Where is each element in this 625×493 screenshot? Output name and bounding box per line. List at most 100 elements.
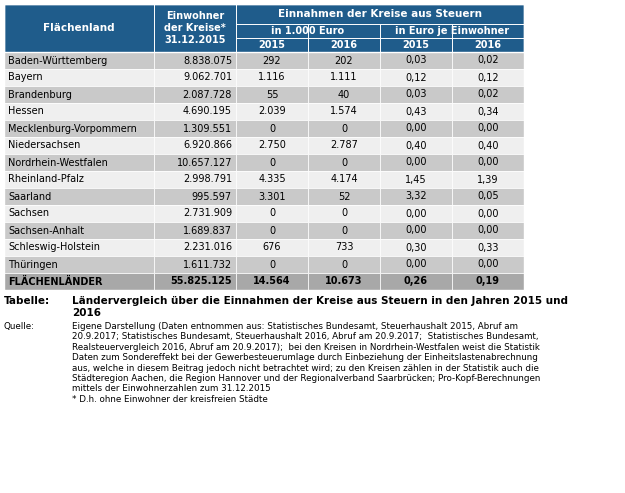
Bar [4,222,154,239]
Bar [4,4,154,52]
Bar [452,171,524,188]
Text: 0,00: 0,00 [478,225,499,236]
Text: 0,30: 0,30 [405,243,427,252]
Text: 1.309.551: 1.309.551 [183,124,232,134]
Text: 55.825.125: 55.825.125 [171,277,232,286]
Bar [452,256,524,273]
Text: Ländervergleich über die Einnahmen der Kreise aus Steuern in den Jahren 2015 und: Ländervergleich über die Einnahmen der K… [72,296,568,317]
Bar [452,154,524,171]
Text: 0: 0 [341,225,347,236]
Text: 40: 40 [338,90,350,100]
Text: 0: 0 [341,157,347,168]
Bar [154,188,236,205]
Bar [308,273,380,290]
Text: Flächenland: Flächenland [43,23,115,33]
Text: 8.838.075: 8.838.075 [183,56,232,66]
Bar [4,256,154,273]
Bar [154,273,236,290]
Bar [4,273,154,290]
Text: 0,00: 0,00 [405,225,427,236]
Bar [4,137,154,154]
Bar [154,4,236,52]
Text: 0,43: 0,43 [405,106,427,116]
Text: 0: 0 [341,124,347,134]
Bar [308,103,380,120]
Bar [154,205,236,222]
Text: 2.750: 2.750 [258,141,286,150]
Bar [154,52,236,69]
Bar [308,239,380,256]
Bar [4,188,154,205]
Text: 0,34: 0,34 [478,106,499,116]
Text: 0,03: 0,03 [405,90,427,100]
Text: Quelle:: Quelle: [4,322,35,331]
Text: FLÄCHENLÄNDER: FLÄCHENLÄNDER [8,277,102,286]
Text: 1.689.837: 1.689.837 [183,225,232,236]
Text: Bayern: Bayern [8,72,43,82]
Text: Rheinland-Pfalz: Rheinland-Pfalz [8,175,84,184]
Text: 1.116: 1.116 [258,72,286,82]
Bar [308,222,380,239]
Bar [380,137,452,154]
Text: 2015: 2015 [259,40,286,50]
Text: 0: 0 [341,259,347,270]
Text: Einnahmen der Kreise aus Steuern: Einnahmen der Kreise aus Steuern [278,9,482,19]
Text: 2.087.728: 2.087.728 [182,90,232,100]
Bar [236,273,308,290]
Bar [236,69,308,86]
Bar [452,205,524,222]
Bar [4,205,154,222]
Text: 3.301: 3.301 [258,191,286,202]
Text: 0,12: 0,12 [478,72,499,82]
Text: 1.611.732: 1.611.732 [183,259,232,270]
Text: 995.597: 995.597 [192,191,232,202]
Bar [4,52,154,69]
Text: 202: 202 [335,56,353,66]
Bar [308,69,380,86]
Bar [236,4,524,24]
Bar [452,273,524,290]
Bar [452,188,524,205]
Text: 4.335: 4.335 [258,175,286,184]
Bar [308,188,380,205]
Bar [236,137,308,154]
Text: 0,19: 0,19 [476,277,500,286]
Bar [4,103,154,120]
Text: 0,40: 0,40 [405,141,427,150]
Bar [4,4,524,52]
Text: 0,00: 0,00 [478,157,499,168]
Bar [380,86,452,103]
Bar [452,239,524,256]
Bar [4,171,154,188]
Bar [154,103,236,120]
Bar [380,24,524,38]
Text: 0: 0 [269,209,275,218]
Bar [154,69,236,86]
Text: 292: 292 [262,56,281,66]
Bar [4,239,154,256]
Bar [236,120,308,137]
Text: 2.787: 2.787 [330,141,358,150]
Text: 2.998.791: 2.998.791 [183,175,232,184]
Bar [452,103,524,120]
Bar [154,120,236,137]
Bar [308,120,380,137]
Bar [452,137,524,154]
Bar [236,256,308,273]
Bar [154,137,236,154]
Text: 0,05: 0,05 [478,191,499,202]
Bar [380,154,452,171]
Bar [308,38,380,52]
Text: 2.731.909: 2.731.909 [183,209,232,218]
Bar [4,154,154,171]
Text: Thüringen: Thüringen [8,259,58,270]
Text: Saarland: Saarland [8,191,51,202]
Text: Niedersachsen: Niedersachsen [8,141,81,150]
Text: 0: 0 [269,259,275,270]
Bar [4,4,524,290]
Text: 0,00: 0,00 [405,124,427,134]
Text: 0: 0 [269,225,275,236]
Text: Sachsen-Anhalt: Sachsen-Anhalt [8,225,84,236]
Text: 0,02: 0,02 [478,90,499,100]
Bar [380,103,452,120]
